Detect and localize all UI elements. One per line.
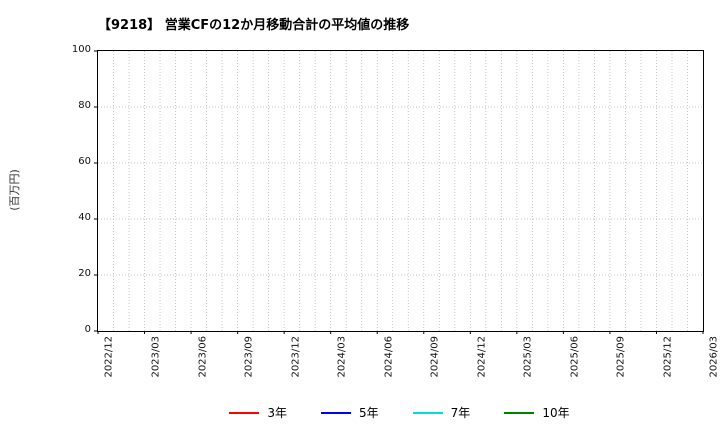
y-tick-label: 20 xyxy=(78,268,91,279)
x-tick-label: 2023/09 xyxy=(243,336,255,378)
legend-item: 5年 xyxy=(321,404,379,421)
y-tick-label: 60 xyxy=(78,156,91,167)
legend-item: 7年 xyxy=(412,404,471,421)
y-tick-label: 80 xyxy=(78,100,91,111)
legend-line-icon xyxy=(504,411,535,414)
legend-label: 10年 xyxy=(542,406,570,420)
y-tick-label: 40 xyxy=(78,212,91,223)
legend-line-icon xyxy=(321,411,352,414)
x-tick-label: 2023/12 xyxy=(290,336,302,378)
y-tick-label: 100 xyxy=(71,44,91,55)
x-tick-label: 2023/06 xyxy=(197,336,209,378)
y-axis-label: (百万円) xyxy=(8,169,21,211)
x-tick-label: 2025/03 xyxy=(522,336,534,378)
x-tick-label: 2022/12 xyxy=(104,336,115,378)
legend-label: 5年 xyxy=(359,406,379,420)
legend-label: 7年 xyxy=(450,406,471,420)
legend-item: 10年 xyxy=(504,404,570,421)
plot-area xyxy=(94,50,704,334)
x-tick-label: 2025/06 xyxy=(569,336,581,378)
x-tick-label: 2025/09 xyxy=(615,336,627,378)
x-tick-label: 2023/03 xyxy=(150,336,162,378)
x-tick-label: 2026/03 xyxy=(709,336,720,378)
legend-item: 3年 xyxy=(229,404,287,421)
x-tick-label: 2024/12 xyxy=(476,336,488,378)
gridlines xyxy=(94,50,704,334)
x-tick-label: 2024/03 xyxy=(336,336,348,378)
x-tick-label: 2024/09 xyxy=(429,336,441,378)
y-tick-label: 0 xyxy=(84,324,91,335)
legend: 3年 5年 7年 10年 xyxy=(97,404,702,421)
x-tick-label: 2025/12 xyxy=(662,336,674,378)
chart-title: 【9218】 営業CFの12か月移動合計の平均値の推移 xyxy=(98,18,410,33)
legend-label: 3年 xyxy=(267,406,288,420)
x-tick-label: 2024/06 xyxy=(383,336,395,378)
legend-line-icon xyxy=(412,411,443,414)
legend-line-icon xyxy=(229,411,260,414)
